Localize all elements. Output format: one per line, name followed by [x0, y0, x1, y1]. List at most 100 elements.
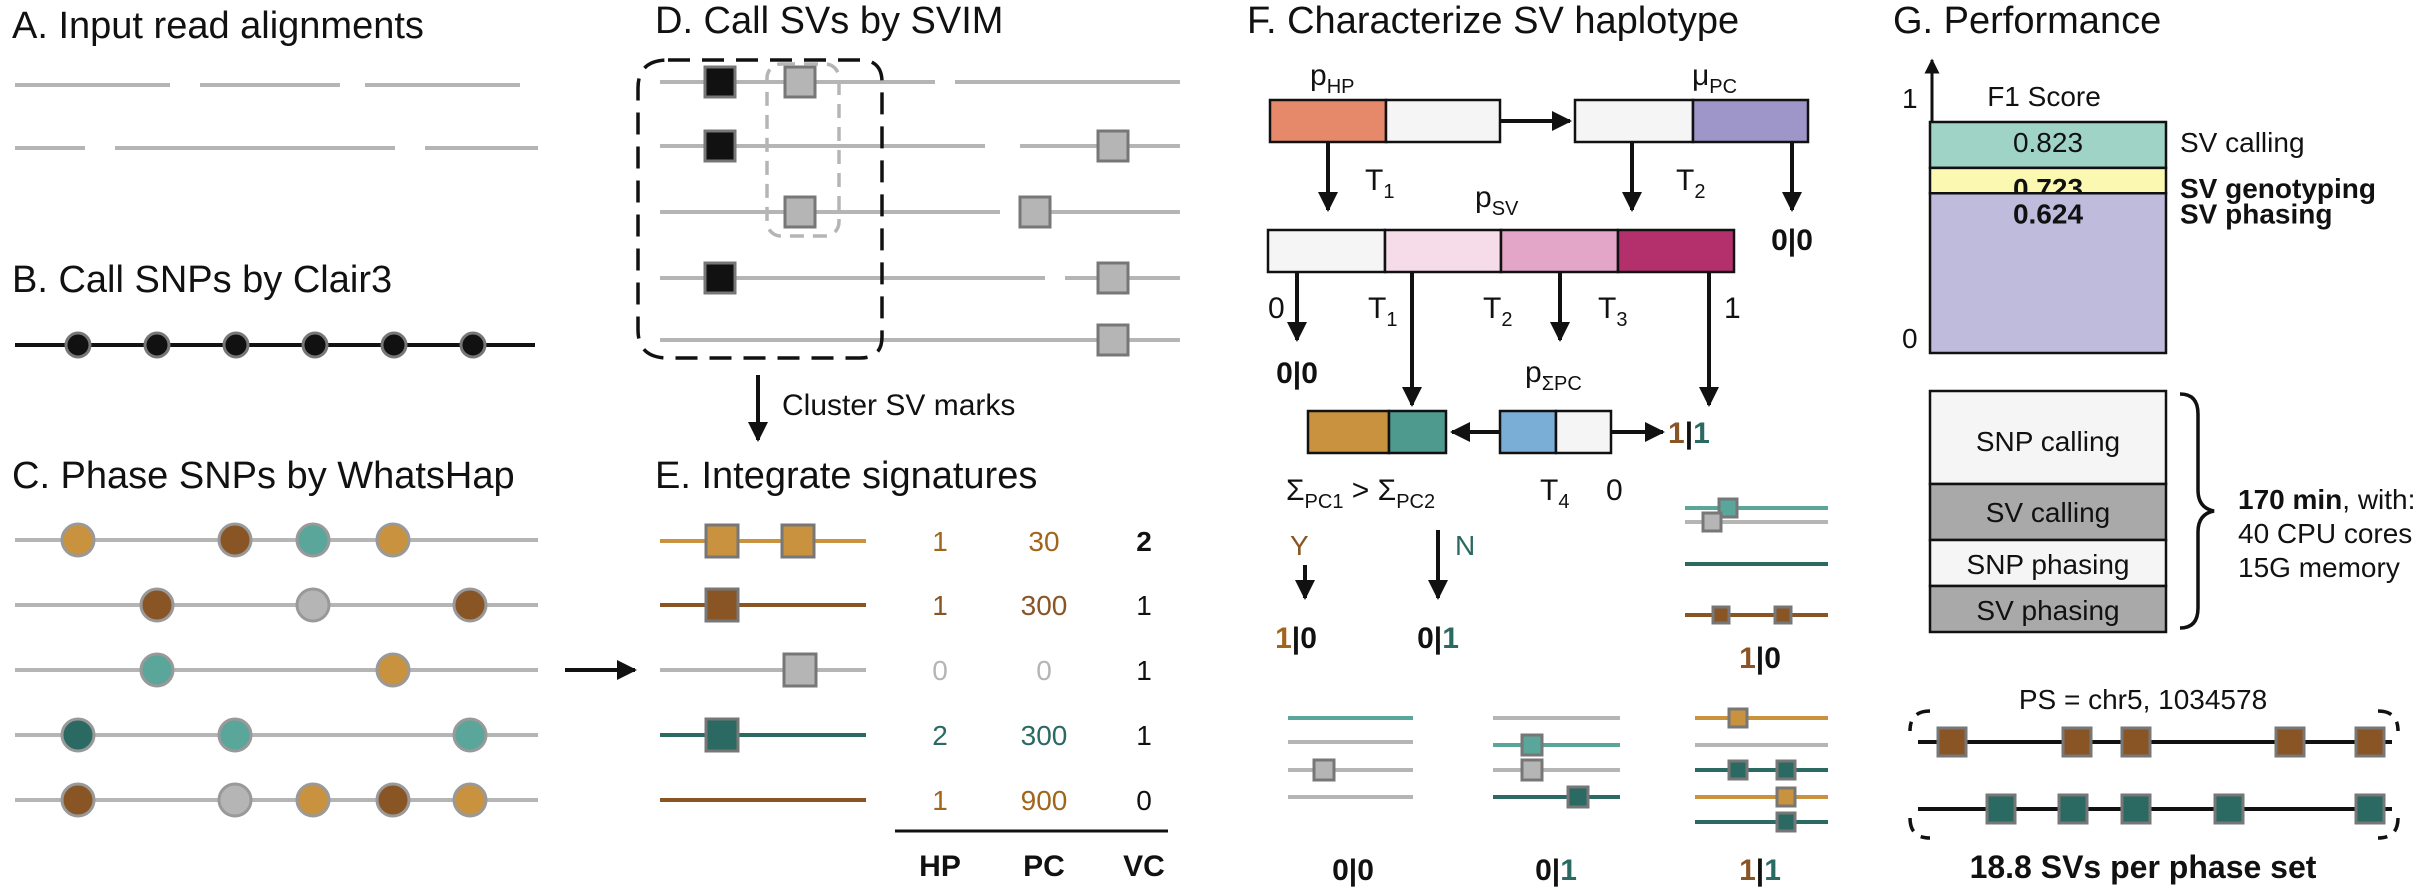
example-mark: [1520, 733, 1544, 757]
phased-sv-mark: [1936, 726, 1968, 758]
phased-snp-dot: [60, 717, 96, 753]
phased-snp-dot: [139, 652, 175, 688]
f1-label: SV genotyping: [2180, 173, 2376, 204]
signature-reads: [660, 523, 866, 802]
zero-left: 0: [1268, 292, 1285, 325]
svs-per-set: 18.8 SVs per phase set: [1970, 849, 2317, 885]
panel-f: F. Characterize SV haplotype pHP μPC T1 …: [1247, 0, 1828, 887]
phased-sv-mark: [2274, 726, 2306, 758]
phased-reads: [15, 522, 538, 818]
phased-snp-dot: [217, 717, 253, 753]
panel-d: D. Call SVs by SVIM Cluster SV marks: [636, 0, 1180, 442]
header-hp: HP: [919, 850, 961, 883]
t1-label-b: T1: [1368, 292, 1397, 331]
phased-sv-mark: [2213, 793, 2245, 825]
sv-mark-gray: [1096, 323, 1130, 357]
one-right: 1: [1724, 292, 1741, 325]
cell-pc: 900: [1021, 785, 1068, 816]
phased-sv-mark: [1985, 793, 2017, 825]
panel-c-title: C. Phase SNPs by WhatsHap: [12, 455, 515, 497]
f1-bar-sv-calling: [1928, 120, 2168, 170]
sv-mark-black: [703, 129, 737, 163]
runtime-stack: SNP calling SV calling SNP phasing SV ph…: [1928, 389, 2168, 634]
phase-set-label: PS = chr5, 1034578: [2019, 684, 2267, 715]
cell-vc: 2: [1136, 526, 1152, 557]
gt-11-example: 1|1: [1739, 854, 1781, 887]
signature-mark: [704, 717, 740, 753]
snp-dot: [380, 331, 408, 359]
signature-mark: [780, 523, 816, 559]
cell-vc: 0: [1136, 785, 1152, 816]
genotype-examples: [1288, 497, 1828, 833]
snp-dot: [459, 331, 487, 359]
t1-label: T1: [1365, 164, 1394, 203]
sv-mark-gray: [1018, 195, 1052, 229]
example-mark: [1701, 511, 1723, 533]
mu-pc-label: μPC: [1692, 59, 1737, 98]
phased-snp-dot: [139, 587, 175, 623]
example-mark: [1727, 759, 1749, 781]
sv-mark-black: [703, 261, 737, 295]
ps-bracket-tl: [1908, 709, 1931, 732]
gt-00-right: 0|0: [1771, 224, 1813, 257]
t2-label: T2: [1676, 164, 1705, 203]
phased-snp-dot: [60, 522, 96, 558]
cell-pc: 30: [1028, 526, 1059, 557]
sv-mark-gray: [1096, 261, 1130, 295]
ps-bracket-br: [2377, 817, 2400, 840]
example-mark: [1711, 605, 1731, 625]
sv-mark-gray: [1096, 129, 1130, 163]
cell-vc: 1: [1136, 655, 1152, 686]
cell-pc: 0: [1036, 655, 1052, 686]
panel-g-title: G. Performance: [1893, 0, 2161, 42]
no-label: N: [1455, 530, 1475, 561]
f1-value: 0.624: [2013, 198, 2083, 229]
panel-g: G. Performance 1 0 F1 Score 0.823 SV call…: [1893, 0, 2415, 885]
phased-snp-dot: [452, 587, 488, 623]
f1-bar-sv-phasing: [1928, 192, 2168, 355]
cluster-label: Cluster SV marks: [782, 389, 1015, 422]
phased-sv-mark: [2354, 793, 2386, 825]
phased-snp-dot: [217, 782, 253, 818]
metric-label: F1 Score: [1987, 81, 2101, 112]
phased-snp-dot: [295, 782, 331, 818]
example-mark: [1775, 786, 1797, 808]
step-sv-phasing: SV phasing: [1976, 595, 2119, 626]
example-mark: [1566, 785, 1590, 809]
p-sv-label: pSV: [1475, 181, 1519, 220]
gt-00-example: 0|0: [1332, 854, 1374, 887]
cell-vc: 1: [1136, 590, 1152, 621]
example-mark: [1312, 758, 1336, 782]
phased-snp-dot: [375, 782, 411, 818]
phased-snp-dot: [295, 587, 331, 623]
panel-f-title: F. Characterize SV haplotype: [1247, 0, 1739, 42]
compare-text: ΣPC1 > ΣPC2: [1286, 474, 1435, 513]
phased-sv-mark: [2120, 726, 2152, 758]
phased-snp-dot: [452, 782, 488, 818]
panel-b-title: B. Call SNPs by Clair3: [12, 259, 392, 301]
sv-reads: [660, 65, 1180, 357]
memory-line: 15G memory: [2238, 552, 2400, 583]
cell-hp: 1: [932, 590, 948, 621]
cell-hp: 2: [932, 720, 948, 751]
read-segments: [15, 83, 538, 150]
t3-label: T3: [1598, 292, 1627, 331]
cell-hp: 1: [932, 785, 948, 816]
p-sum-pc-label: pΣPC: [1525, 356, 1582, 395]
gt-00-left: 0|0: [1276, 357, 1318, 390]
step-sv-calling: SV calling: [1986, 497, 2111, 528]
panel-b: B. Call SNPs by Clair3: [12, 259, 535, 359]
axis-bottom: 0: [1902, 323, 1918, 354]
axis-top: 1: [1902, 83, 1918, 114]
phased-snp-dot: [452, 717, 488, 753]
example-mark: [1773, 605, 1793, 625]
cluster-box-outer: [636, 58, 884, 360]
example-mark: [1717, 497, 1739, 519]
example-mark: [1727, 707, 1749, 729]
step-snp-phasing: SNP phasing: [1967, 549, 2130, 580]
phased-sv-mark: [2120, 793, 2152, 825]
step-snp-calling: SNP calling: [1976, 426, 2120, 457]
phased-snp-dot: [295, 522, 331, 558]
signature-mark: [782, 652, 818, 688]
